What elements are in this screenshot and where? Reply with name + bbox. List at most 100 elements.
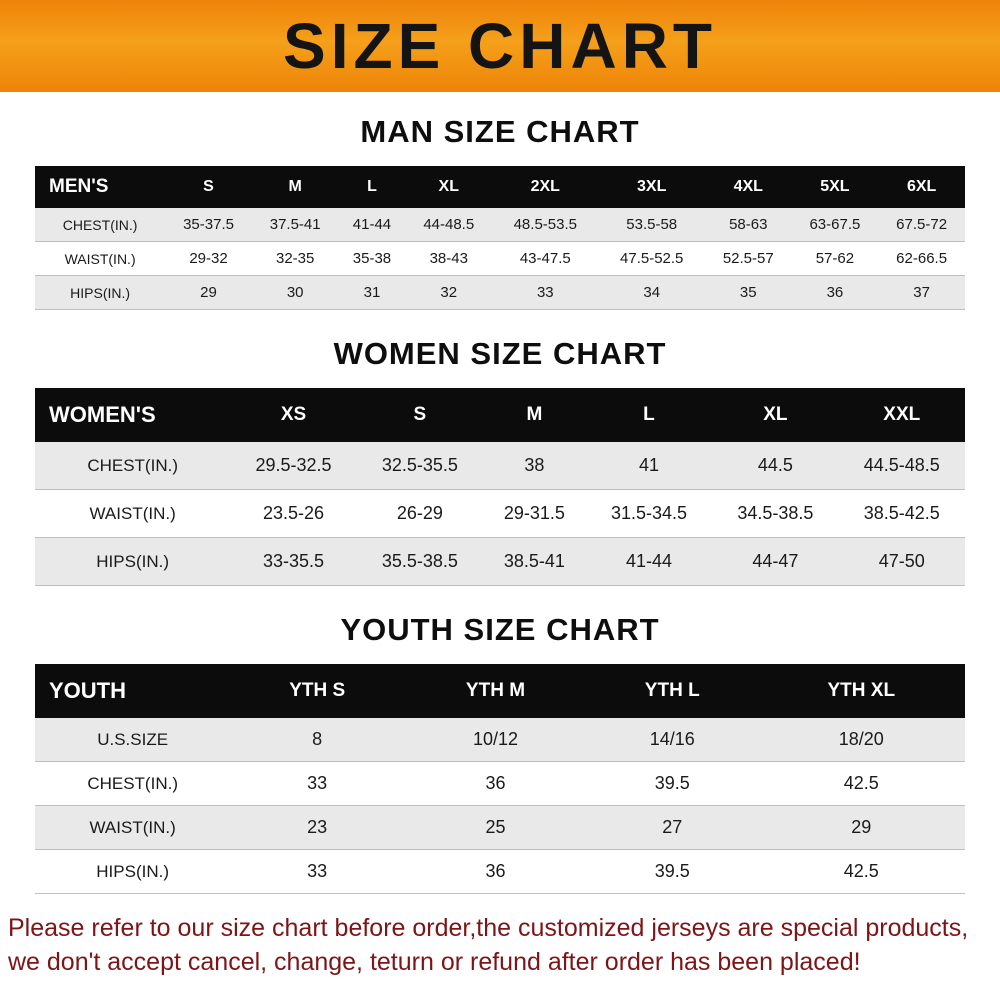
value-cell: 44-48.5 [423,216,475,233]
womens-size-header: M [483,388,586,442]
value-cell: 30 [286,284,304,301]
value-cell: 44.5-48.5 [863,455,940,475]
value-cell: 36 [485,773,506,793]
table-row: CHEST(IN.) 33 36 39.5 42.5 [35,761,965,806]
value-cell: 25 [485,817,506,837]
womens-size-header: S [356,388,484,442]
value-cell: 34 [643,284,661,301]
youth-section: YOUTH SIZE CHART YOUTH YTH S YTH M YTH L YTH … [0,612,1000,894]
value-cell: 39.5 [654,861,690,881]
value-cell: 53.5-58 [626,216,678,233]
value-cell: 32 [440,284,458,301]
value-cell: 39.5 [654,773,690,793]
womens-size-header: L [585,388,713,442]
mens-size-header: 2XL [492,166,599,208]
mens-heading: MAN SIZE CHART [360,114,640,149]
banner: SIZE CHART [0,0,1000,92]
row-label: WAIST(IN.) [89,817,176,837]
value-cell: 18/20 [838,729,884,749]
value-cell: 33 [307,773,328,793]
value-cell: 27 [662,817,683,837]
value-cell: 52.5-57 [722,250,774,267]
value-cell: 57-62 [815,250,855,267]
table-row: HIPS(IN.) 29 30 31 32 33 34 35 36 37 [35,275,965,310]
row-label: WAIST(IN.) [64,250,136,267]
womens-size-header: XL [712,388,839,442]
mens-size-header: 3XL [598,166,705,208]
disclaimer: Please refer to our size chart before or… [8,912,994,980]
value-cell: 41 [638,455,659,475]
table-row: CHEST(IN.) 35-37.5 37.5-41 41-44 44-48.5 48.5… [35,208,965,242]
value-cell: 8 [312,729,323,749]
size-chart-sections: MAN SIZE CHART MEN'S S M L XL 2XL 3XL 4XL 5XL 6XL C… [0,114,1000,894]
value-cell: 38-43 [429,250,468,267]
value-cell: 35 [739,284,757,301]
value-cell: 35-38 [352,250,392,267]
womens-size-header: XXL [838,388,965,442]
row-label: HIPS(IN.) [96,861,170,881]
value-cell: 31.5-34.5 [610,503,687,523]
value-cell: 38.5-41 [503,551,565,571]
youth-table: YOUTH YTH S YTH M YTH L YTH XL U.S.SIZE 8 10/12… [35,664,965,894]
value-cell: 33-35.5 [262,551,325,571]
value-cell: 29 [200,284,217,301]
value-cell: 62-66.5 [896,250,948,267]
value-cell: 44-47 [752,551,799,571]
mens-table: MEN'S S M L XL 2XL 3XL 4XL 5XL 6XL CHEST(IN.) 35-37… [35,166,965,310]
mens-size-header: L [338,166,406,208]
value-cell: 14/16 [649,729,695,749]
mens-size-header: XL [405,166,493,208]
page-title: SIZE CHART [283,10,717,82]
value-cell: 38 [524,455,545,475]
value-cell: 42.5 [843,861,879,881]
value-cell: 29.5-32.5 [255,455,332,475]
womens-heading: WOMEN SIZE CHART [333,336,667,371]
youth-group-label: YOUTH [35,664,231,718]
value-cell: 34.5-38.5 [737,503,814,523]
value-cell: 44.5 [757,455,793,475]
value-cell: 47.5-52.5 [620,250,684,267]
womens-section: WOMEN SIZE CHART WOMEN'S XS S M L XL XXL CHEST(I… [0,336,1000,586]
womens-table: WOMEN'S XS S M L XL XXL CHEST(IN.) 29.5-32.5 32.5… [35,388,965,586]
value-cell: 35-37.5 [183,216,234,233]
row-label: CHEST(IN.) [87,455,178,475]
mens-size-header: 5XL [791,166,879,208]
value-cell: 38.5-42.5 [863,503,940,523]
womens-size-header: XS [230,388,357,442]
youth-size-header: YTH M [404,664,587,718]
value-cell: 29-31.5 [503,503,565,523]
youth-heading: YOUTH SIZE CHART [340,612,660,647]
row-label: CHEST(IN.) [87,773,178,793]
value-cell: 33 [536,284,554,301]
mens-header-row: MEN'S S M L XL 2XL 3XL 4XL 5XL 6XL [35,166,965,208]
row-label: HIPS(IN.) [70,284,131,301]
table-row: WAIST(IN.) 23 25 27 29 [35,805,965,850]
mens-size-header: 4XL [704,166,792,208]
value-cell: 29-32 [189,250,228,267]
mens-group-label: MEN'S [35,166,166,208]
value-cell: 37 [913,284,930,301]
mens-size-header: S [165,166,252,208]
value-cell: 26-29 [396,503,443,523]
value-cell: 63-67.5 [809,216,861,233]
row-label: HIPS(IN.) [96,551,170,571]
value-cell: 42.5 [843,773,879,793]
youth-size-header: YTH L [586,664,758,718]
table-row: CHEST(IN.) 29.5-32.5 32.5-35.5 38 41 44.5 44.5… [35,442,965,490]
table-row: U.S.SIZE 8 10/12 14/16 18/20 [35,718,965,762]
value-cell: 48.5-53.5 [513,216,577,233]
value-cell: 35.5-38.5 [381,551,458,571]
value-cell: 32-35 [275,250,315,267]
value-cell: 10/12 [472,729,518,749]
table-row: HIPS(IN.) 33-35.5 35.5-38.5 38.5-41 41-44 44-… [35,537,965,586]
youth-header-row: YOUTH YTH S YTH M YTH L YTH XL [35,664,965,718]
disclaimer-line-1: Please refer to our size chart before or… [8,914,969,942]
youth-size-header: YTH XL [757,664,965,718]
value-cell: 58-63 [729,216,768,233]
value-cell: 41-44 [625,551,672,571]
row-label: U.S.SIZE [97,729,169,749]
womens-group-label: WOMEN'S [35,388,231,442]
table-row: WAIST(IN.) 23.5-26 26-29 29-31.5 31.5-34.5 34… [35,489,965,538]
value-cell: 37.5-41 [269,216,321,233]
womens-header-row: WOMEN'S XS S M L XL XXL [35,388,965,442]
